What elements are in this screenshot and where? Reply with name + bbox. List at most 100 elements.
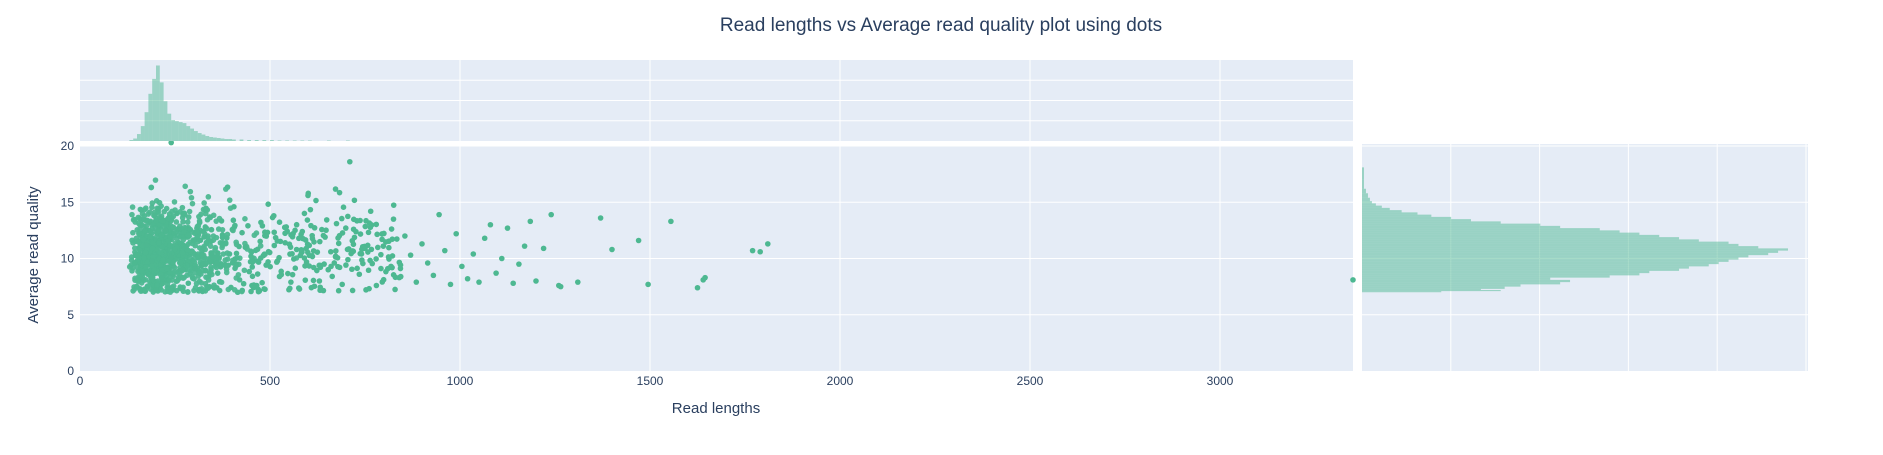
scatter-point bbox=[311, 265, 317, 271]
scatter-point bbox=[357, 271, 363, 277]
scatter-point bbox=[368, 208, 374, 214]
right-histogram-bar bbox=[1362, 291, 1441, 292]
scatter-point bbox=[333, 186, 339, 192]
right-histogram-bar bbox=[1362, 278, 1550, 280]
scatter-point bbox=[254, 230, 260, 236]
scatter-point bbox=[379, 237, 385, 243]
scatter-point bbox=[171, 224, 177, 230]
scatter-point bbox=[276, 255, 282, 261]
scatter-point bbox=[294, 247, 300, 253]
scatter-point bbox=[328, 249, 334, 255]
scatter-point bbox=[392, 287, 398, 293]
scatter-point bbox=[134, 235, 140, 241]
right-histogram-bar bbox=[1362, 203, 1376, 205]
scatter-point bbox=[236, 244, 242, 250]
scatter-point bbox=[340, 230, 346, 236]
scatter-point bbox=[206, 194, 212, 200]
scatter-point bbox=[499, 256, 505, 262]
right-histogram-bar bbox=[1362, 244, 1738, 246]
right-histogram-bar bbox=[1362, 280, 1570, 282]
scatter-point bbox=[341, 204, 347, 210]
scatter-point bbox=[292, 265, 298, 271]
scatter-point bbox=[154, 282, 160, 288]
scatter-point bbox=[208, 250, 214, 256]
scatter-point bbox=[339, 282, 345, 288]
scatter-point bbox=[311, 239, 317, 245]
top-histogram-bar bbox=[262, 140, 266, 141]
scatter-point bbox=[185, 289, 191, 295]
scatter-point bbox=[249, 264, 255, 270]
scatter-point bbox=[378, 266, 384, 272]
scatter-point bbox=[174, 288, 180, 294]
scatter-point bbox=[180, 275, 186, 281]
scatter-point bbox=[205, 217, 211, 223]
scatter-point bbox=[343, 262, 349, 268]
scatter-point bbox=[239, 230, 245, 236]
scatter-point bbox=[414, 279, 420, 285]
scatter-point bbox=[260, 223, 266, 229]
scatter-point bbox=[225, 184, 231, 190]
scatter-point bbox=[192, 266, 198, 272]
right-histogram-bar bbox=[1362, 201, 1372, 203]
scatter-point bbox=[201, 234, 207, 240]
right-histogram-bar bbox=[1362, 262, 1719, 264]
scatter-point bbox=[271, 229, 277, 235]
scatter-point bbox=[282, 225, 288, 231]
scatter-point bbox=[186, 280, 192, 286]
scatter-point bbox=[186, 232, 192, 238]
scatter-point bbox=[329, 274, 335, 280]
scatter-point bbox=[354, 266, 360, 272]
x-tick-label: 3000 bbox=[1207, 374, 1234, 388]
right-histogram-bar bbox=[1362, 208, 1390, 210]
scatter-point bbox=[465, 276, 471, 282]
scatter-point bbox=[217, 279, 223, 285]
scatter-point bbox=[317, 239, 323, 245]
scatter-point bbox=[522, 243, 528, 249]
scatter-point bbox=[130, 204, 136, 210]
scatter-point bbox=[165, 216, 171, 222]
top-histogram-bar bbox=[228, 139, 232, 141]
scatter-point bbox=[220, 232, 226, 238]
scatter-point bbox=[142, 228, 148, 234]
scatter-point bbox=[288, 279, 294, 285]
right-histogram-bar bbox=[1362, 290, 1501, 291]
scatter-point bbox=[203, 274, 209, 280]
scatter-point bbox=[145, 272, 151, 278]
right-histogram-bar bbox=[1362, 282, 1560, 284]
scatter-point bbox=[172, 247, 178, 253]
scatter-point bbox=[181, 229, 187, 235]
right-histogram-bar bbox=[1362, 189, 1366, 194]
scatter-point bbox=[319, 227, 325, 233]
x-axis-title: Read lengths bbox=[672, 400, 760, 417]
top-histogram-bar bbox=[213, 138, 217, 141]
scatter-point bbox=[215, 250, 221, 256]
scatter-point bbox=[335, 235, 341, 241]
scatter-point bbox=[311, 278, 317, 284]
scatter-point bbox=[359, 257, 365, 263]
scatter-point bbox=[366, 267, 372, 273]
scatter-point bbox=[336, 288, 342, 294]
scatter-point bbox=[135, 252, 141, 258]
right-histogram-bar bbox=[1362, 212, 1417, 214]
y-tick-label: 10 bbox=[61, 252, 75, 266]
right-histogram-bar bbox=[1362, 193, 1368, 198]
top-histogram-bar bbox=[190, 129, 194, 141]
scatter-point bbox=[598, 215, 604, 221]
top-histogram-bar bbox=[156, 65, 160, 141]
scatter-point bbox=[134, 284, 140, 290]
scatter-point bbox=[378, 252, 384, 258]
scatter-point bbox=[335, 264, 341, 270]
scatter-point bbox=[200, 261, 206, 267]
scatter-point bbox=[241, 281, 247, 287]
scatter-point bbox=[297, 286, 303, 292]
scatter-point bbox=[227, 251, 233, 257]
scatter-point bbox=[265, 201, 271, 207]
scatter-point bbox=[163, 228, 169, 234]
scatter-point bbox=[159, 275, 165, 281]
x-tick-label: 1500 bbox=[637, 374, 664, 388]
scatter-point bbox=[290, 231, 296, 237]
scatter-point bbox=[362, 246, 368, 252]
scatter-point bbox=[174, 219, 180, 225]
scatter-point bbox=[558, 284, 564, 290]
